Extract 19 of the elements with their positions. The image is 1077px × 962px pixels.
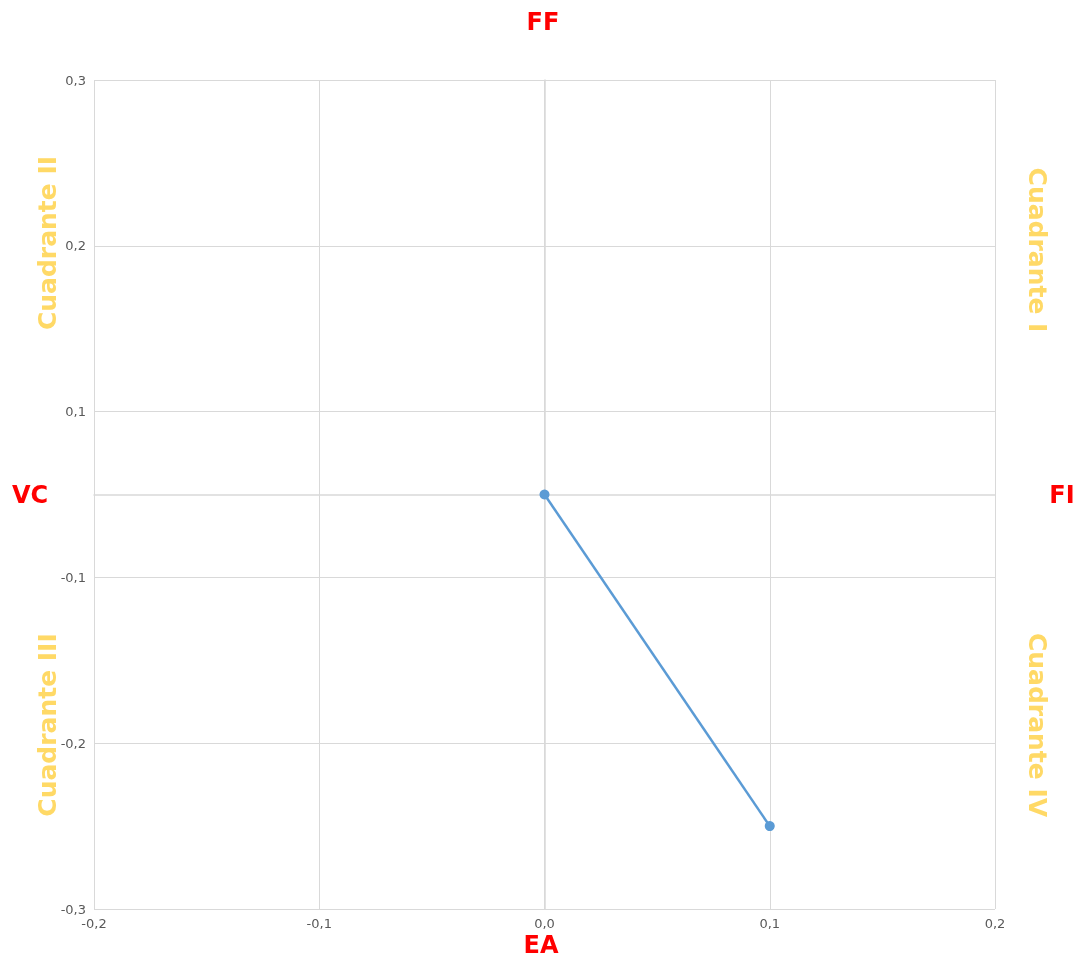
y-tick-label: 0,3 <box>65 72 86 88</box>
text: Cuadrante I <box>1022 167 1052 333</box>
y-tick-label: 0,1 <box>65 404 86 420</box>
text: FI <box>1049 481 1075 509</box>
y-tick-label: -0,1 <box>60 569 86 585</box>
text: Cuadrante II <box>32 155 62 331</box>
x-tick-label: -0,2 <box>81 916 107 931</box>
x-tick-label: 0,2 <box>984 916 1006 931</box>
text: FF <box>526 8 560 36</box>
x-tick-label: 0,0 <box>534 916 555 931</box>
text: EA <box>523 931 559 959</box>
y-tick-label: 0,2 <box>65 238 86 254</box>
text: VC <box>11 481 49 509</box>
y-tick-label: -0,3 <box>60 901 86 917</box>
x-tick-label: 0,1 <box>759 916 781 931</box>
text: Cuadrante III <box>32 633 62 817</box>
y-tick-label: -0,2 <box>60 735 86 751</box>
text: Cuadrante IV <box>1022 632 1052 818</box>
x-tick-label: -0,1 <box>306 916 332 931</box>
